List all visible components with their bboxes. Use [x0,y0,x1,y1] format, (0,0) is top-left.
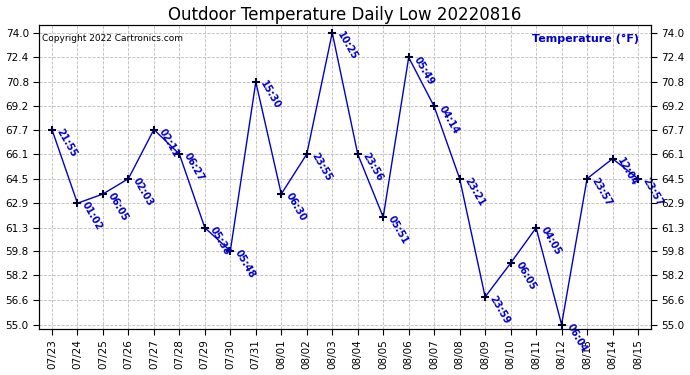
Text: 04:05: 04:05 [539,225,563,257]
Text: 05:51: 05:51 [386,214,410,246]
Text: 02:03: 02:03 [131,176,155,208]
Text: 23:57: 23:57 [641,176,665,208]
Text: 10:25: 10:25 [335,30,359,62]
Text: 06:30: 06:30 [284,191,308,223]
Title: Outdoor Temperature Daily Low 20220816: Outdoor Temperature Daily Low 20220816 [168,6,522,24]
Text: Copyright 2022 Cartronics.com: Copyright 2022 Cartronics.com [42,34,184,43]
Text: Temperature (°F): Temperature (°F) [531,34,638,44]
Text: 21:55: 21:55 [55,127,79,159]
Text: 23:55: 23:55 [310,152,334,183]
Text: 06:05: 06:05 [106,191,130,223]
Text: 04:14: 04:14 [437,104,461,136]
Text: 05:38: 05:38 [208,225,232,257]
Text: 02:11: 02:11 [157,127,181,159]
Text: 06:27: 06:27 [182,152,206,183]
Text: 23:59: 23:59 [488,294,512,326]
Text: 12:04: 12:04 [615,156,640,188]
Text: 23:21: 23:21 [462,176,486,208]
Text: 23:56: 23:56 [360,152,385,183]
Text: 05:49: 05:49 [411,55,435,86]
Text: 01:02: 01:02 [80,201,104,232]
Text: 06:05: 06:05 [513,260,538,292]
Text: 15:30: 15:30 [259,79,283,111]
Text: 05:48: 05:48 [233,248,257,280]
Text: 23:57: 23:57 [590,176,614,208]
Text: 06:04: 06:04 [564,322,589,354]
